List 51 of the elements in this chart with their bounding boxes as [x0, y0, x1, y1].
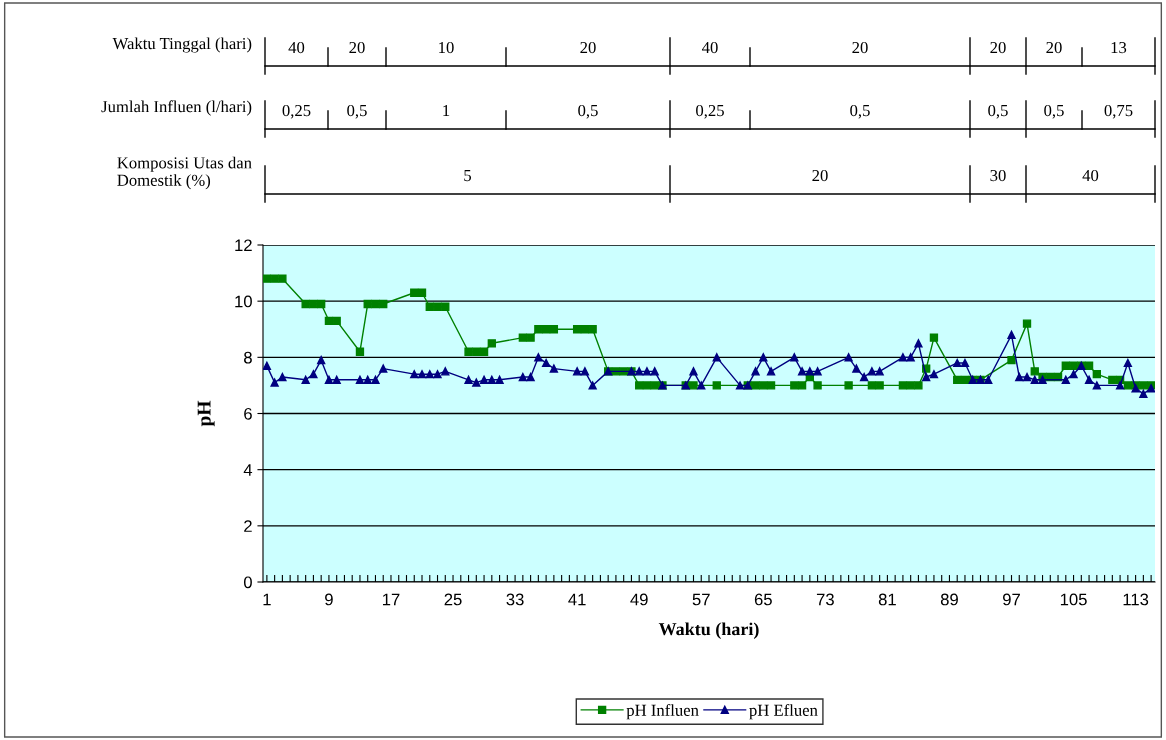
x-tick-label: 73 — [816, 593, 834, 606]
text: 20 — [1046, 41, 1062, 54]
text: 20 — [349, 41, 365, 54]
y-axis-title: pH — [197, 400, 215, 427]
x-tick-label: 113 — [1123, 593, 1149, 606]
text: 0,5 — [347, 104, 367, 119]
text: Jumlah Influen (l/hari) — [101, 100, 252, 116]
x-tick-label: 41 — [568, 593, 586, 606]
x-tick-label: 105 — [1060, 593, 1087, 606]
y-tick-label: 10 — [235, 295, 252, 308]
text: 13 — [1111, 41, 1127, 54]
legend-label: pH Influen — [626, 703, 699, 720]
text: 0,25 — [282, 104, 311, 119]
text: 40 — [701, 41, 718, 54]
x-tick-label: 57 — [692, 593, 710, 606]
text: 0,25 — [696, 104, 724, 119]
x-tick-label: 17 — [382, 593, 400, 606]
text: 20 — [852, 41, 868, 54]
x-tick-label: 89 — [940, 593, 958, 606]
y-tick-label: 4 — [243, 464, 253, 476]
text: Waktu Tinggal (hari) — [112, 37, 252, 53]
text: 1 — [443, 105, 450, 117]
x-tick-label: 65 — [754, 593, 772, 606]
text: 20 — [812, 169, 828, 182]
text: 0,5 — [988, 104, 1008, 119]
x-tick-label: 1 — [263, 593, 271, 606]
text: 10 — [439, 41, 454, 54]
x-axis-title: Waktu (hari) — [658, 622, 759, 639]
y-tick-label: 6 — [244, 407, 252, 420]
y-tick-label: 8 — [244, 351, 252, 364]
text: 0,75 — [1104, 104, 1133, 119]
y-tick-label: 12 — [235, 239, 252, 252]
x-tick-label: 97 — [1003, 593, 1020, 606]
x-tick-label: 25 — [444, 593, 462, 606]
text: 0,5 — [1044, 104, 1064, 119]
x-tick-label: 49 — [630, 593, 648, 606]
text: 20 — [580, 41, 596, 54]
text: 40 — [1082, 169, 1099, 182]
x-tick-label: 33 — [506, 593, 524, 606]
text: 20 — [990, 41, 1006, 54]
text: 0,5 — [578, 104, 598, 119]
x-tick-label: 81 — [878, 593, 896, 606]
text: 0,5 — [850, 104, 870, 119]
y-tick-label: 2 — [244, 520, 252, 532]
y-tick-label: 0 — [243, 576, 252, 589]
text: 40 — [288, 41, 305, 54]
text: 5 — [464, 170, 472, 182]
text: 30 — [990, 169, 1006, 182]
x-tick-label: 9 — [325, 593, 333, 606]
text: Komposisi Utas dan Domestik (%) — [117, 156, 252, 190]
legend-label: pH Efluen — [749, 703, 818, 720]
